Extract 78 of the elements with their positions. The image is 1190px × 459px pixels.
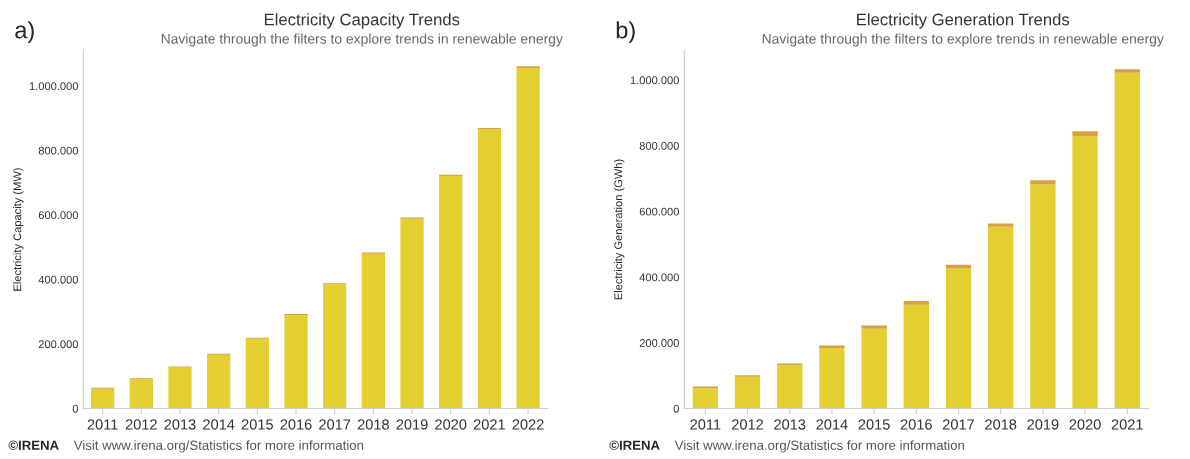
bar (284, 314, 308, 409)
bar (1114, 72, 1140, 409)
x-tick-label: 2017 (943, 419, 974, 430)
x-tick-label: 2012 (732, 419, 764, 430)
bar (1030, 184, 1056, 409)
x-tick-label: 2019 (1027, 419, 1059, 430)
bar (692, 388, 718, 409)
x-tick-label: 2012 (125, 419, 157, 430)
bar (477, 129, 501, 409)
x-tick-label: 2015 (241, 419, 273, 430)
y-tick-label: 600.000 (38, 211, 79, 220)
x-tick-label: 2014 (203, 419, 235, 430)
bar (861, 328, 887, 409)
x-tick-label: 2022 (512, 419, 544, 430)
bar (777, 365, 803, 409)
x-tick-label: 2013 (164, 419, 196, 430)
y-tick-label: 1.000.000 (29, 82, 79, 91)
chart-title: Electricity Generation Trends (857, 13, 1070, 29)
y-axis-title: Electricity Generation (GWh) (614, 159, 625, 300)
x-tick-label: 2018 (357, 419, 389, 430)
y-tick-label: 800.000 (38, 146, 79, 155)
x-tick-label: 2013 (774, 419, 806, 430)
bar (945, 264, 972, 269)
bar (945, 268, 972, 409)
bar (168, 367, 192, 409)
x-tick-label: 2011 (87, 419, 118, 430)
y-axis-title: Electricity Capacity (MW) (13, 168, 24, 291)
x-tick-label: 2019 (396, 419, 428, 430)
text: ©IRENA (8, 440, 59, 450)
bar (903, 304, 929, 409)
x-tick-label: 2018 (985, 419, 1017, 430)
bar (400, 218, 424, 409)
bar (819, 348, 845, 409)
y-tick-label: 0 (673, 404, 679, 413)
x-tick-label: 2020 (435, 419, 467, 430)
y-tick-label: 400.000 (639, 273, 679, 282)
bar (361, 253, 385, 409)
bar (245, 338, 269, 409)
bar (1030, 180, 1056, 185)
x-tick-label: 2014 (816, 419, 848, 430)
text: Visit www.irena.org/Statistics for more information (73, 440, 364, 453)
bar (129, 379, 153, 409)
text: a) (15, 21, 34, 44)
y-tick-label: 0 (72, 404, 78, 413)
bar (516, 67, 540, 409)
bar (734, 376, 761, 409)
x-tick-label: 2020 (1069, 419, 1101, 430)
y-tick-label: 600.000 (639, 207, 679, 216)
y-tick-label: 1.000.000 (630, 76, 679, 85)
chart-title: Electricity Capacity Trends (264, 13, 460, 29)
bar (439, 175, 463, 409)
bar (903, 301, 929, 305)
chart-subtitle: Navigate through the filters to explore trends in renewable energy (161, 33, 563, 47)
text: Visit www.irena.org/Statistics for more information (674, 440, 965, 453)
y-tick-label: 200.000 (38, 340, 79, 349)
x-tick-label: 2016 (280, 419, 312, 430)
bar (1114, 69, 1140, 73)
bar (91, 388, 115, 409)
bar (1072, 136, 1098, 409)
bar (1072, 131, 1098, 137)
text: b) (616, 21, 635, 44)
bar (819, 345, 845, 349)
x-tick-label: 2011 (690, 419, 721, 430)
text: ©IRENA (609, 440, 660, 450)
bar (861, 325, 887, 329)
bar (323, 284, 347, 409)
bar (207, 354, 231, 409)
y-tick-label: 200.000 (639, 339, 679, 347)
bar (988, 226, 1014, 409)
x-tick-label: 2021 (1111, 419, 1143, 430)
y-tick-label: 800.000 (639, 142, 679, 150)
x-tick-label: 2015 (858, 419, 890, 430)
bar (988, 223, 1014, 227)
chart-subtitle: Navigate through the filters to explore trends in renewable energy (762, 33, 1164, 47)
x-tick-label: 2021 (473, 419, 505, 430)
y-tick-label: 400.000 (38, 275, 79, 284)
x-tick-label: 2017 (319, 419, 351, 430)
x-tick-label: 2016 (900, 419, 932, 430)
